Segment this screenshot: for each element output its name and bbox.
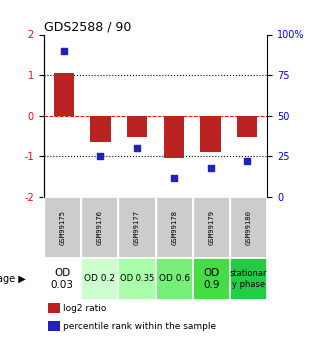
Text: age ▶: age ▶ bbox=[0, 274, 26, 284]
Bar bbox=[48, 303, 60, 313]
Text: GSM99180: GSM99180 bbox=[246, 210, 252, 245]
Text: OD 0.2: OD 0.2 bbox=[84, 274, 115, 283]
Text: GSM99178: GSM99178 bbox=[171, 210, 177, 245]
Bar bbox=[156, 197, 193, 258]
Text: GSM99179: GSM99179 bbox=[208, 210, 215, 245]
Point bbox=[61, 48, 66, 53]
Text: OD 0.35: OD 0.35 bbox=[120, 274, 154, 283]
Bar bbox=[193, 258, 230, 300]
Bar bbox=[44, 258, 81, 300]
Text: GSM99175: GSM99175 bbox=[59, 210, 65, 245]
Text: log2 ratio: log2 ratio bbox=[63, 304, 107, 313]
Bar bbox=[230, 197, 267, 258]
Text: stationar
y phase: stationar y phase bbox=[230, 269, 267, 289]
Text: GSM99177: GSM99177 bbox=[134, 210, 140, 245]
Point bbox=[208, 165, 213, 170]
Bar bbox=[53, 73, 74, 116]
Bar bbox=[118, 197, 156, 258]
Point bbox=[171, 175, 176, 180]
Bar bbox=[81, 197, 118, 258]
Bar bbox=[164, 116, 184, 158]
Bar bbox=[81, 258, 118, 300]
Bar bbox=[230, 258, 267, 300]
Text: OD 0.6: OD 0.6 bbox=[159, 274, 190, 283]
Bar bbox=[237, 116, 258, 137]
Bar bbox=[201, 116, 221, 151]
Text: percentile rank within the sample: percentile rank within the sample bbox=[63, 322, 216, 331]
Text: OD
0.03: OD 0.03 bbox=[51, 268, 74, 290]
Bar bbox=[44, 197, 81, 258]
Point bbox=[245, 159, 250, 164]
Bar bbox=[156, 258, 193, 300]
Bar bbox=[48, 322, 60, 331]
Bar bbox=[90, 116, 110, 142]
Bar bbox=[127, 116, 147, 137]
Bar bbox=[118, 258, 156, 300]
Bar bbox=[193, 197, 230, 258]
Text: GDS2588 / 90: GDS2588 / 90 bbox=[44, 20, 131, 33]
Point bbox=[135, 146, 140, 151]
Point bbox=[98, 154, 103, 159]
Text: GSM99176: GSM99176 bbox=[96, 210, 103, 245]
Text: OD
0.9: OD 0.9 bbox=[203, 268, 220, 290]
